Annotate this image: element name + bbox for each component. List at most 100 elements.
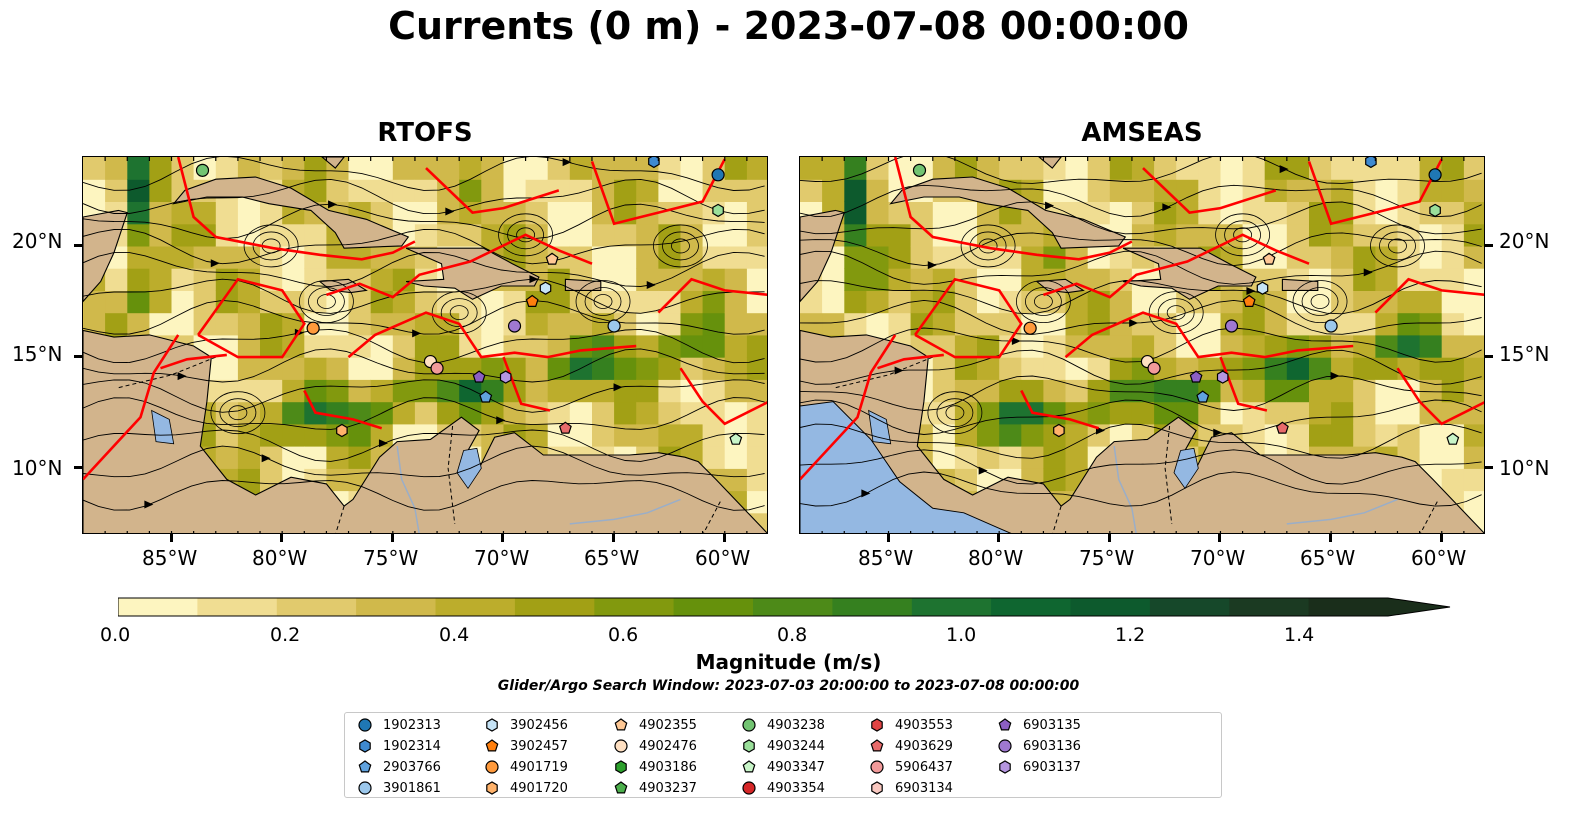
colorbar-tick-label: 1.0 — [946, 624, 977, 646]
float-marker-6903136 — [1224, 319, 1239, 333]
land-centralAm — [83, 329, 767, 533]
float-marker-1902313 — [711, 168, 725, 182]
legend-marker-4902476 — [614, 739, 628, 753]
y-tick-label: 15°N — [12, 342, 63, 366]
colorbar — [117, 596, 1458, 624]
panel-title-amseas: AMSEAS — [1081, 118, 1203, 148]
legend-marker-3901861 — [358, 781, 372, 795]
legend-item: 1902314 — [357, 736, 441, 756]
eez-boundary — [347, 311, 637, 359]
legend-label: 4902355 — [639, 717, 697, 733]
x-tick-label: 85°W — [858, 546, 914, 570]
legend-marker-icon — [486, 718, 498, 732]
map-rtofs[interactable] — [82, 156, 768, 534]
legend-marker-4903238 — [742, 718, 756, 732]
axis-tick — [1485, 243, 1493, 247]
legend-marker-5906437 — [870, 760, 884, 774]
eez-boundary — [325, 233, 593, 299]
colorbar-segment — [118, 598, 198, 616]
float-marker-6903135 — [472, 370, 486, 383]
eez-boundary — [1064, 311, 1354, 359]
colorbar-extend-arrow — [1388, 598, 1450, 616]
float-marker-2903766 — [1196, 390, 1210, 403]
eez-boundary — [877, 353, 944, 370]
legend-marker-icon — [742, 781, 756, 795]
eez-boundary — [679, 367, 767, 426]
float-marker-2903766 — [479, 390, 493, 403]
land-jamaica — [1035, 278, 1085, 294]
legend-label: 5906437 — [895, 759, 953, 775]
legend-label: 1902314 — [383, 738, 441, 754]
legend-marker-1902313 — [358, 718, 372, 732]
land-cuba — [889, 176, 1127, 249]
y-tick-label: 20°N — [1499, 229, 1550, 253]
axis-tick — [886, 534, 890, 542]
colorbar-segment — [911, 598, 992, 616]
colorbar-segment — [356, 598, 436, 616]
land-bahamas — [321, 157, 345, 169]
legend-label: 1902313 — [383, 717, 441, 733]
legend-marker-icon — [871, 781, 883, 795]
float-marker-3902456 — [1256, 281, 1269, 295]
legend-item: 4901719 — [484, 757, 568, 777]
eez-boundary — [893, 157, 1133, 261]
colorbar-tick-label: 1.4 — [1284, 624, 1315, 646]
colorbar-segment — [594, 598, 675, 616]
legend-marker-icon — [358, 781, 372, 795]
legend-label: 3901861 — [383, 780, 441, 796]
legend-label: 2903766 — [383, 759, 441, 775]
x-tick-label: 65°W — [584, 546, 640, 570]
colorbar-segment — [197, 598, 278, 616]
legend-marker-6903134 — [871, 781, 883, 795]
x-tick-label: 75°W — [1079, 546, 1135, 570]
legend-marker-icon — [870, 760, 884, 774]
legend-marker-4901719 — [485, 760, 499, 774]
legend-label: 6903136 — [1023, 738, 1081, 754]
legend-item: 1902313 — [357, 715, 441, 735]
eez-boundary — [590, 158, 726, 226]
colorbar-segment — [673, 598, 754, 616]
land-cuba — [172, 176, 410, 249]
float-marker-4903629 — [1275, 421, 1289, 434]
legend-marker-icon — [743, 739, 755, 753]
axis-tick — [1107, 534, 1111, 542]
legend-marker-6903135 — [998, 718, 1012, 731]
legend-marker-4903244 — [743, 739, 755, 753]
legend-marker-2903766 — [358, 760, 372, 773]
float-marker-1902313 — [1428, 168, 1442, 182]
y-tick-label: 15°N — [1499, 342, 1550, 366]
legend-label: 4903629 — [895, 738, 953, 754]
legend-marker-3902456 — [486, 718, 498, 732]
map-amseas[interactable] — [799, 156, 1485, 534]
x-tick-label: 65°W — [1300, 546, 1356, 570]
land-hispaniola — [405, 247, 540, 300]
float-marker-6903136 — [507, 319, 522, 333]
legend-item: 4902476 — [613, 736, 697, 756]
legend-label: 4903186 — [639, 759, 697, 775]
legend-item: 4901720 — [484, 778, 568, 798]
float-marker-4901720 — [1053, 423, 1065, 438]
eez-boundary — [1374, 277, 1484, 314]
axis-tick — [169, 534, 173, 542]
legend-item: 3902457 — [484, 736, 568, 756]
float-marker-3901861 — [607, 319, 621, 333]
legend-marker-icon — [359, 739, 371, 753]
axis-tick — [1485, 355, 1493, 359]
axis-tick — [612, 534, 616, 542]
x-tick-label: 70°W — [474, 546, 530, 570]
legend-item: 4902355 — [613, 715, 697, 735]
legend-label: 3902457 — [510, 738, 568, 754]
legend-marker-4901720 — [486, 781, 498, 795]
float-marker-4903244 — [1429, 203, 1441, 218]
legend-marker-4903347 — [742, 760, 756, 773]
eez-boundary — [1142, 167, 1277, 214]
eez-boundary — [1020, 389, 1100, 430]
legend-marker-icon — [742, 760, 756, 773]
eez-boundary — [197, 277, 306, 359]
eez-boundary — [1396, 367, 1484, 426]
legend-label: 4903553 — [895, 717, 953, 733]
legend-marker-4903354 — [742, 781, 756, 795]
legend-item: 4903347 — [741, 757, 825, 777]
float-marker-1902314 — [648, 157, 660, 169]
map-canvas — [83, 157, 767, 533]
